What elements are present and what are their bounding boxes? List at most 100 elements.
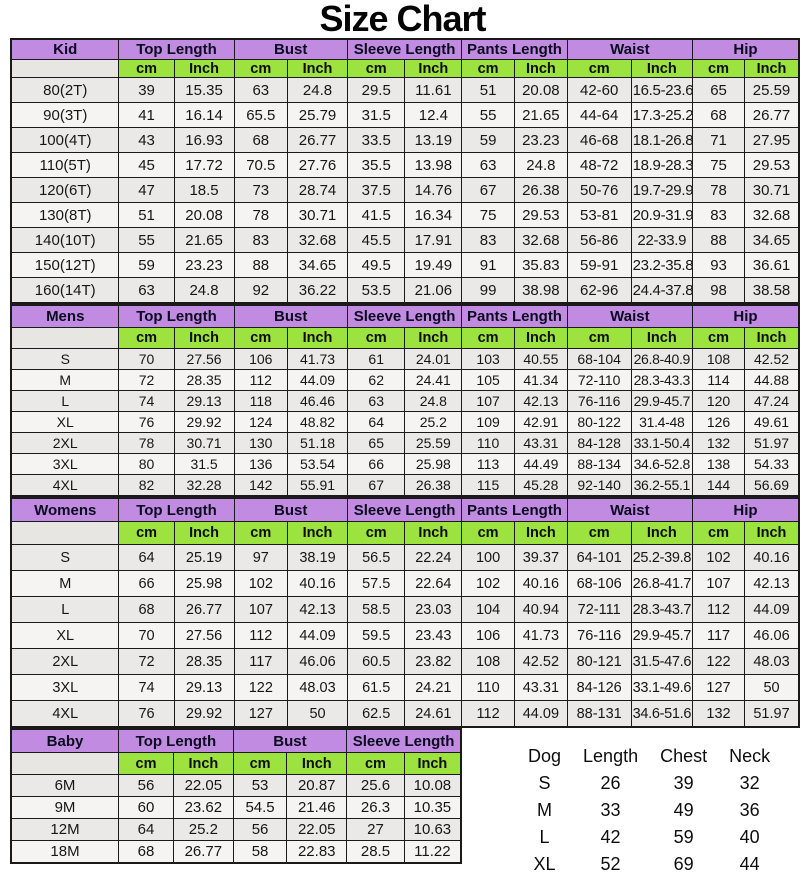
dog-value-cell: 42 bbox=[600, 827, 621, 847]
womens-units-row: cm Inch cm Inch cm Inch cm Inch cm Inch cm Inch bbox=[10, 521, 800, 545]
value-cell: 22-33.9 bbox=[630, 227, 694, 253]
value-cell: 72 bbox=[118, 369, 175, 391]
value-cell: 75 bbox=[692, 152, 746, 178]
value-cell: 76-116 bbox=[566, 390, 632, 412]
value-cell: 83 bbox=[233, 227, 289, 253]
value-cell: 117 bbox=[692, 622, 746, 649]
mens-row-3xl: 3XL 80 31.5 136 53.54 66 25.98 113 44.49 88-134 34… bbox=[10, 453, 800, 475]
value-cell: 62.5 bbox=[346, 700, 406, 728]
value-cell: 29.92 bbox=[173, 700, 235, 728]
dog-row-l: L 42 59 40 bbox=[524, 824, 774, 850]
size-label: M bbox=[10, 570, 120, 597]
value-cell: 26.77 bbox=[172, 840, 234, 864]
value-cell: 42.13 bbox=[287, 596, 348, 623]
col-header-waist: Waist bbox=[566, 38, 694, 60]
value-cell: 56.5 bbox=[346, 544, 406, 571]
value-cell: 14.76 bbox=[404, 177, 463, 203]
dog-col-header-length: Length bbox=[583, 746, 639, 766]
value-cell: 27.95 bbox=[744, 127, 800, 153]
col-header-sleeve-length: Sleeve Length bbox=[346, 497, 463, 522]
value-cell: 120 bbox=[692, 390, 746, 412]
value-cell: 74 bbox=[118, 674, 175, 701]
baby-section-holder: Baby Top Length Bust Sleeve Length cm Inch cm I… bbox=[10, 728, 462, 864]
value-cell: 126 bbox=[692, 411, 746, 433]
value-cell: 40.16 bbox=[287, 570, 348, 597]
value-cell: 78 bbox=[233, 202, 289, 228]
size-label: 160(14T) bbox=[10, 277, 120, 304]
value-cell: 23.23 bbox=[173, 252, 235, 278]
value-cell: 67 bbox=[461, 177, 515, 203]
value-cell: 103 bbox=[461, 348, 515, 370]
value-cell: 42.13 bbox=[744, 570, 800, 597]
value-cell: 28.74 bbox=[287, 177, 348, 203]
value-cell: 65 bbox=[692, 77, 746, 103]
col-header-bust: Bust bbox=[233, 304, 348, 328]
value-cell: 142 bbox=[233, 474, 289, 497]
value-cell: 62-96 bbox=[566, 277, 632, 304]
unit-header-cm: cm bbox=[346, 752, 405, 775]
size-label: 12M bbox=[10, 818, 120, 841]
unit-header-inch: Inch bbox=[173, 327, 235, 349]
value-cell: 22.24 bbox=[404, 544, 463, 571]
value-cell: 26.77 bbox=[744, 102, 800, 128]
baby-section-label: Baby bbox=[10, 728, 120, 753]
col-header-bust: Bust bbox=[233, 497, 348, 522]
unit-header-inch: Inch bbox=[173, 521, 235, 545]
value-cell: 35.83 bbox=[513, 252, 568, 278]
size-label: 9M bbox=[10, 796, 120, 819]
value-cell: 20.87 bbox=[286, 774, 348, 797]
baby-row-12m: 12M 64 25.2 56 22.05 27 10.63 bbox=[10, 818, 462, 841]
value-cell: 113 bbox=[461, 453, 515, 475]
size-label: L bbox=[10, 390, 120, 412]
value-cell: 32.68 bbox=[287, 227, 348, 253]
value-cell: 24.8 bbox=[287, 77, 348, 103]
value-cell: 39.37 bbox=[513, 544, 568, 571]
value-cell: 44.49 bbox=[513, 453, 568, 475]
unit-header-inch: Inch bbox=[403, 752, 462, 775]
size-label: 2XL bbox=[10, 648, 120, 675]
value-cell: 46.06 bbox=[287, 648, 348, 675]
value-cell: 31.4-48 bbox=[630, 411, 694, 433]
value-cell: 42-60 bbox=[566, 77, 632, 103]
value-cell: 23.62 bbox=[172, 796, 234, 819]
value-cell: 108 bbox=[461, 648, 515, 675]
unit-header-cm: cm bbox=[461, 327, 515, 349]
value-cell: 60.5 bbox=[346, 648, 406, 675]
value-cell: 43.31 bbox=[513, 674, 568, 701]
value-cell: 98 bbox=[692, 277, 746, 304]
value-cell: 93 bbox=[692, 252, 746, 278]
unit-header-cm: cm bbox=[566, 327, 632, 349]
value-cell: 37.5 bbox=[346, 177, 406, 203]
kid-row-100-4t: 100(4T) 43 16.93 68 26.77 33.5 13.19 59 23.23 46-… bbox=[10, 127, 800, 153]
value-cell: 21.65 bbox=[173, 227, 235, 253]
unit-header-inch: Inch bbox=[744, 59, 800, 78]
dog-col-header-chest: Chest bbox=[660, 746, 708, 766]
col-header-bust: Bust bbox=[232, 728, 348, 753]
value-cell: 63 bbox=[233, 77, 289, 103]
value-cell: 33.5 bbox=[346, 127, 406, 153]
value-cell: 47.24 bbox=[744, 390, 800, 412]
col-header-bust: Bust bbox=[233, 38, 348, 60]
value-cell: 118 bbox=[233, 390, 289, 412]
value-cell: 49.5 bbox=[346, 252, 406, 278]
value-cell: 53-81 bbox=[566, 202, 632, 228]
value-cell: 19.49 bbox=[404, 252, 463, 278]
value-cell: 53 bbox=[232, 774, 288, 797]
kid-header-row: Kid Top Length Bust Sleeve Length Pants Leng… bbox=[10, 38, 800, 60]
value-cell: 68 bbox=[118, 596, 175, 623]
size-label: XL bbox=[10, 622, 120, 649]
dog-value-cell: 40 bbox=[739, 827, 760, 847]
value-cell: 62 bbox=[346, 369, 406, 391]
value-cell: 16.14 bbox=[173, 102, 235, 128]
unit-header-inch: Inch bbox=[744, 521, 800, 545]
value-cell: 24.8 bbox=[513, 152, 568, 178]
unit-header-inch: Inch bbox=[513, 521, 568, 545]
value-cell: 106 bbox=[461, 622, 515, 649]
value-cell: 25.19 bbox=[173, 544, 235, 571]
value-cell: 45 bbox=[118, 152, 175, 178]
value-cell: 25.98 bbox=[173, 570, 235, 597]
size-label: 150(12T) bbox=[10, 252, 120, 278]
value-cell: 84-128 bbox=[566, 432, 632, 454]
value-cell: 70.5 bbox=[233, 152, 289, 178]
value-cell: 21.65 bbox=[513, 102, 568, 128]
